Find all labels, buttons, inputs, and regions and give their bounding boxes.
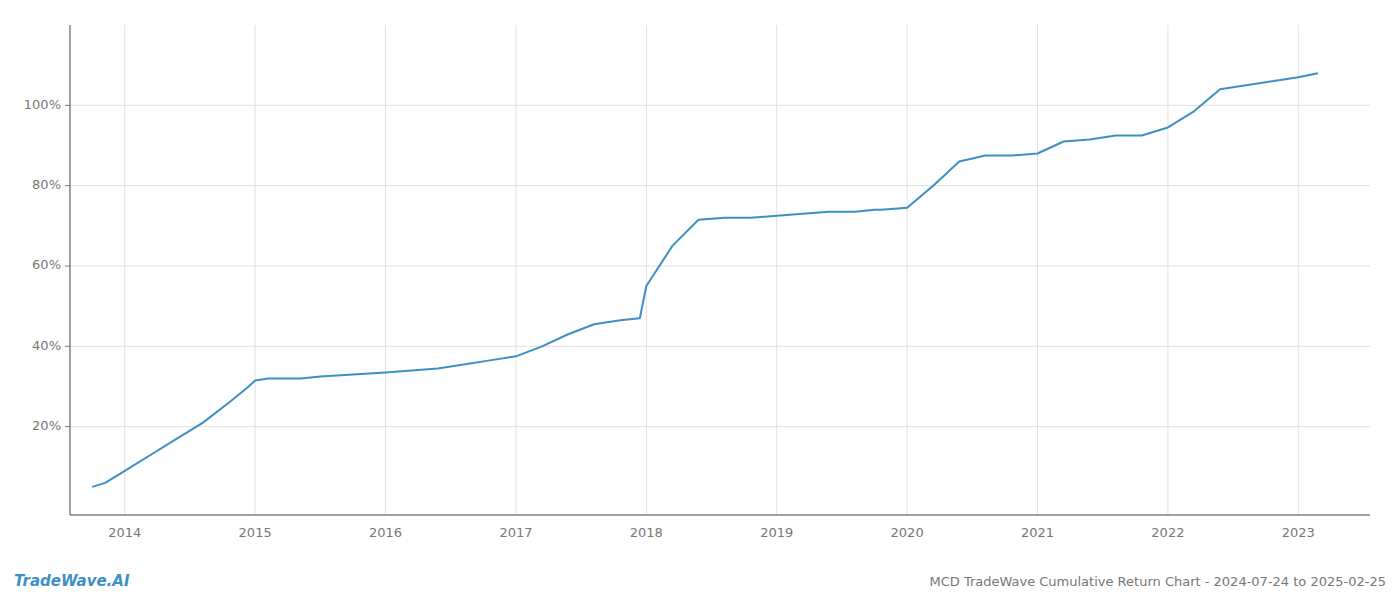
x-tick-label: 2020 xyxy=(891,525,924,540)
x-tick-label: 2015 xyxy=(239,525,272,540)
title: MCD TradeWave Cumulative Return Chart - … xyxy=(929,574,1386,589)
y-grid-line xyxy=(70,346,1370,347)
y-grid-line xyxy=(70,185,1370,186)
x-grid-line xyxy=(907,25,908,515)
x-grid-line xyxy=(1167,25,1168,515)
x-axis-line xyxy=(70,515,1370,516)
x-grid-line xyxy=(515,25,516,515)
x-grid-line xyxy=(385,25,386,515)
chart: 2014 2015 2016 2017 2018 2019 2020 2021 2022 2023… xyxy=(0,0,1400,600)
y-tick xyxy=(65,426,70,427)
y-tick xyxy=(65,346,70,347)
line xyxy=(92,73,1318,487)
y-tick-label: 40% xyxy=(32,338,61,353)
y-tick-label: 80% xyxy=(32,177,61,192)
plot-area xyxy=(92,73,1318,487)
x-grid-line xyxy=(124,25,125,515)
axes: 2014 2015 2016 2017 2018 2019 2020 2021 2022 2023… xyxy=(24,97,1315,540)
y-grid-line xyxy=(70,426,1370,427)
y-axis-line xyxy=(70,25,71,515)
y-grid-line xyxy=(70,105,1370,106)
x-tick-label: 2022 xyxy=(1151,525,1184,540)
y-tick-label: 60% xyxy=(32,257,61,272)
x-tick-label: 2018 xyxy=(630,525,663,540)
y-grid-line xyxy=(70,265,1370,266)
x-tick-label: 2016 xyxy=(369,525,402,540)
y-tick-label: 100% xyxy=(24,97,61,112)
y-tick xyxy=(65,185,70,186)
watermark: TradeWave.AI xyxy=(14,572,130,590)
x-grid-line xyxy=(776,25,777,515)
y-tick xyxy=(65,265,70,266)
x-tick-label: 2021 xyxy=(1021,525,1054,540)
y-tick xyxy=(65,105,70,106)
x-tick-label: 2017 xyxy=(499,525,532,540)
x-tick-label: 2019 xyxy=(760,525,793,540)
background xyxy=(0,0,1400,600)
x-grid-line xyxy=(646,25,647,515)
x-grid-line xyxy=(255,25,256,515)
x-tick-label: 2014 xyxy=(108,525,141,540)
x-grid-line xyxy=(1037,25,1038,515)
x-tick-label: 2023 xyxy=(1282,525,1315,540)
y-tick-label: 20% xyxy=(32,418,61,433)
x-grid-line xyxy=(1298,25,1299,515)
grid xyxy=(70,25,1370,515)
